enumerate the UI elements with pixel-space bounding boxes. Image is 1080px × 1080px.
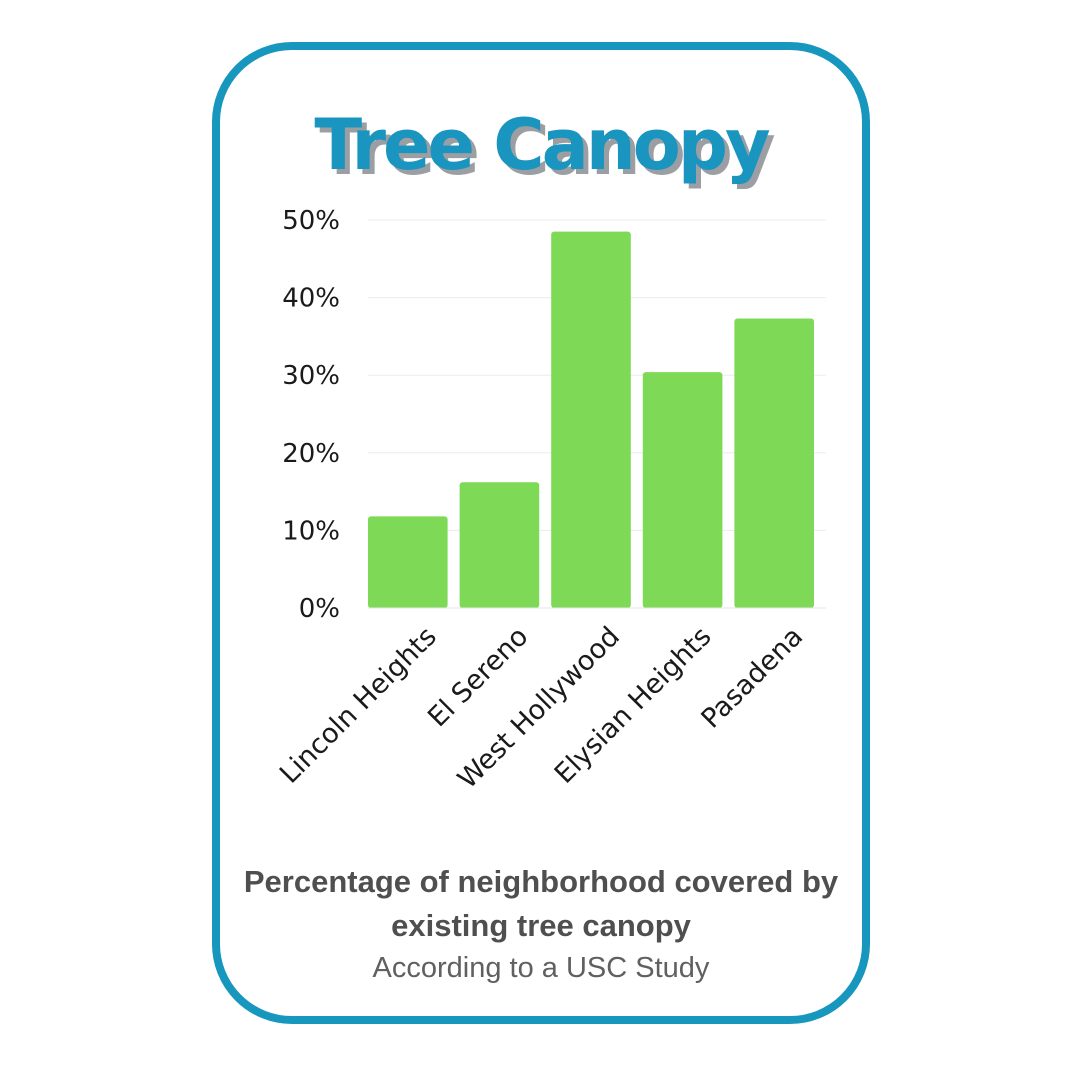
x-tick-label: West Hollywood [452,621,626,795]
y-tick-label: 20% [282,439,340,469]
y-tick-label: 10% [282,516,340,546]
y-tick-label: 50% [282,206,340,236]
y-tick-label: 0% [299,594,340,624]
y-tick-label: 30% [282,361,340,391]
chart-caption: Percentage of neighborhood covered by ex… [243,864,839,943]
bar-lincoln-heights [368,516,448,608]
bar-west-hollywood [551,231,631,608]
chart-title: Tree Canopy [314,104,770,186]
x-tick-label: Elysian Heights [549,621,718,790]
bar-elysian-heights [642,372,723,608]
x-tick-label: Lincoln Heights [274,621,443,790]
y-tick-label: 40% [282,284,340,314]
bar-el-sereno [459,482,540,608]
bar-pasadena [734,318,814,608]
source-note: According to a USC Study [372,952,710,984]
